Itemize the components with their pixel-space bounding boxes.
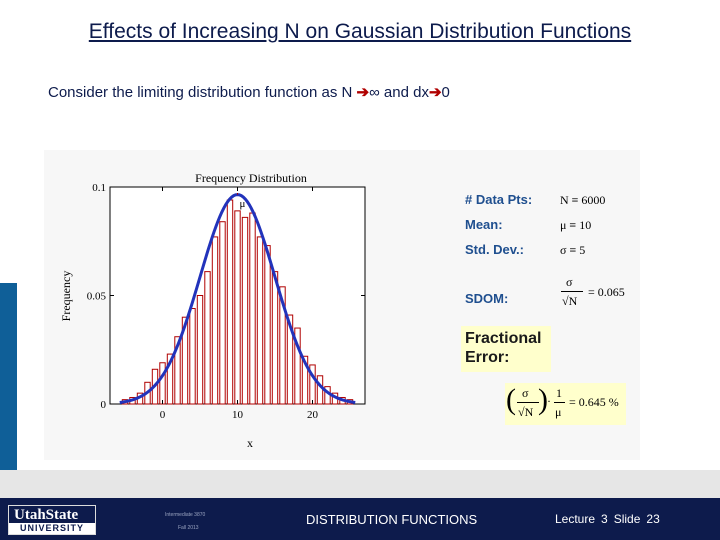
left-accent-bar	[0, 283, 17, 498]
histogram-bar	[159, 362, 166, 405]
subtitle-post: 0	[441, 84, 450, 101]
course-text: Intermediate 3870	[165, 512, 206, 518]
n-label: # Data Pts:	[465, 192, 533, 207]
histogram-bar	[241, 216, 249, 405]
mean-label: Mean:	[465, 217, 503, 232]
slide-number: 23	[646, 512, 660, 526]
histogram-bar	[286, 314, 294, 405]
sdom-numerator: σ	[566, 275, 573, 289]
multiply-dot: ·	[547, 394, 551, 408]
mean-marker-label: μ	[240, 198, 246, 210]
x-tick-label: 20	[307, 409, 319, 421]
histogram-bar	[181, 316, 189, 405]
frac-sigma: σ	[522, 386, 529, 400]
sd-expression: σ ≡ 5	[560, 243, 586, 257]
slide-label: Slide	[613, 512, 641, 526]
histogram-bar	[189, 308, 196, 405]
histogram-bar	[249, 212, 256, 405]
frac-label-line1: Fractional	[465, 330, 542, 347]
histogram-bar	[264, 245, 271, 405]
right-paren: )	[538, 383, 548, 416]
x-tick-label: 0	[160, 409, 166, 421]
right-arrow-icon-2: ➔	[428, 84, 442, 101]
usu-logo: UtahState UNIVERSITY	[8, 505, 96, 535]
fractional-error-formula	[505, 383, 626, 425]
n-expression: N ≡ 6000	[560, 193, 606, 207]
sdom-value: = 0.065	[588, 285, 625, 299]
chart-title: Frequency Distribution	[195, 171, 307, 185]
right-arrow-icon: ➔	[356, 84, 370, 101]
sdom-label: SDOM:	[465, 291, 509, 306]
x-axis-label: x	[247, 436, 253, 450]
frac-value: = 0.645 %	[569, 395, 619, 409]
histogram-bar	[174, 336, 181, 405]
sdom-denominator: √N	[562, 294, 578, 308]
lecture-label: Lecture	[555, 512, 596, 526]
y-tick-label: 0.1	[92, 182, 106, 194]
fractional-error-label: Fractional Error:	[461, 326, 551, 372]
histogram-bar	[219, 221, 226, 405]
y-axis-label: Frequency	[59, 271, 73, 322]
slide-title: Effects of Increasing N on Gaussian Dist…	[0, 20, 720, 44]
bottom-gray-band	[0, 470, 720, 498]
left-paren: (	[506, 383, 516, 416]
histogram-bar	[204, 271, 211, 405]
lecture-slide-info: Lecture 3 Slide 23	[555, 512, 666, 526]
histogram-bar	[166, 353, 174, 405]
histogram-bar	[256, 236, 264, 405]
footer-bar	[0, 498, 720, 540]
x-tick-label: 10	[232, 409, 244, 421]
frac-bar-1	[517, 402, 539, 403]
subtitle-mid: ∞ and dx	[369, 84, 429, 101]
subtitle-pre: Consider the limiting distribution funct…	[48, 84, 357, 101]
term-text: Fall 2013	[178, 525, 199, 531]
histogram-bar	[316, 375, 324, 405]
sdom-fraction-bar	[561, 291, 583, 292]
sd-label: Std. Dev.:	[465, 242, 524, 257]
logo-line2: UNIVERSITY	[9, 523, 95, 534]
frac-sqrtn: √N	[518, 405, 534, 419]
frac-one: 1	[556, 386, 562, 400]
frac-mu: μ	[555, 405, 562, 419]
histogram-bar	[271, 271, 279, 405]
histogram-bar	[234, 210, 241, 405]
histogram-bar	[301, 355, 309, 405]
lecture-number: 3	[601, 512, 608, 526]
frac-bar-2	[554, 402, 565, 403]
histogram-bar	[294, 327, 301, 405]
histogram-bar	[211, 236, 219, 405]
frac-label-line2: Error:	[465, 349, 510, 366]
section-title: DISTRIBUTION FUNCTIONS	[306, 512, 478, 527]
y-tick-label: 0.05	[87, 291, 107, 303]
slide-title-text: Effects of Increasing N on Gaussian Dist…	[88, 20, 632, 43]
slide-subtitle: Consider the limiting distribution funct…	[48, 83, 450, 101]
histogram-bar	[226, 199, 234, 405]
histogram-bar	[279, 286, 286, 405]
mean-expression: μ ≡ 10	[560, 218, 592, 232]
histogram-bar	[196, 295, 204, 405]
logo-line1: UtahState	[14, 507, 79, 523]
y-tick-label: 0	[101, 399, 107, 411]
